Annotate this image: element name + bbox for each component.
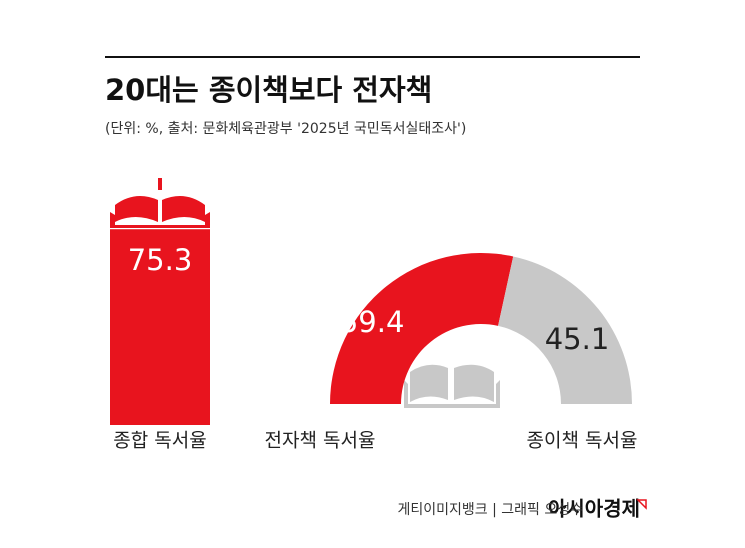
book-icon — [110, 178, 210, 228]
chart-title: 20대는 종이책보다 전자책 — [105, 73, 432, 107]
credit: 게티이미지뱅크 | 그래픽 오성수 — [397, 502, 583, 518]
brand-mark — [636, 499, 647, 510]
bar — [110, 229, 210, 425]
value-label: 59.4 — [340, 305, 405, 339]
category-label: 전자책 독서율 — [265, 430, 376, 452]
value-label: 45.1 — [545, 322, 610, 356]
category-label: 종합 독서율 — [113, 430, 206, 452]
book-icon-gray — [404, 364, 500, 408]
value-label: 75.3 — [128, 243, 193, 277]
donut-segment — [498, 256, 632, 404]
category-label: 종이책 독서율 — [527, 430, 638, 452]
brand: 아시아경제 — [548, 497, 640, 521]
chart-subtitle: (단위: %, 출처: 문화체육관광부 '2025년 국민독서실태조사') — [105, 121, 466, 137]
donut-segment — [330, 252, 514, 404]
